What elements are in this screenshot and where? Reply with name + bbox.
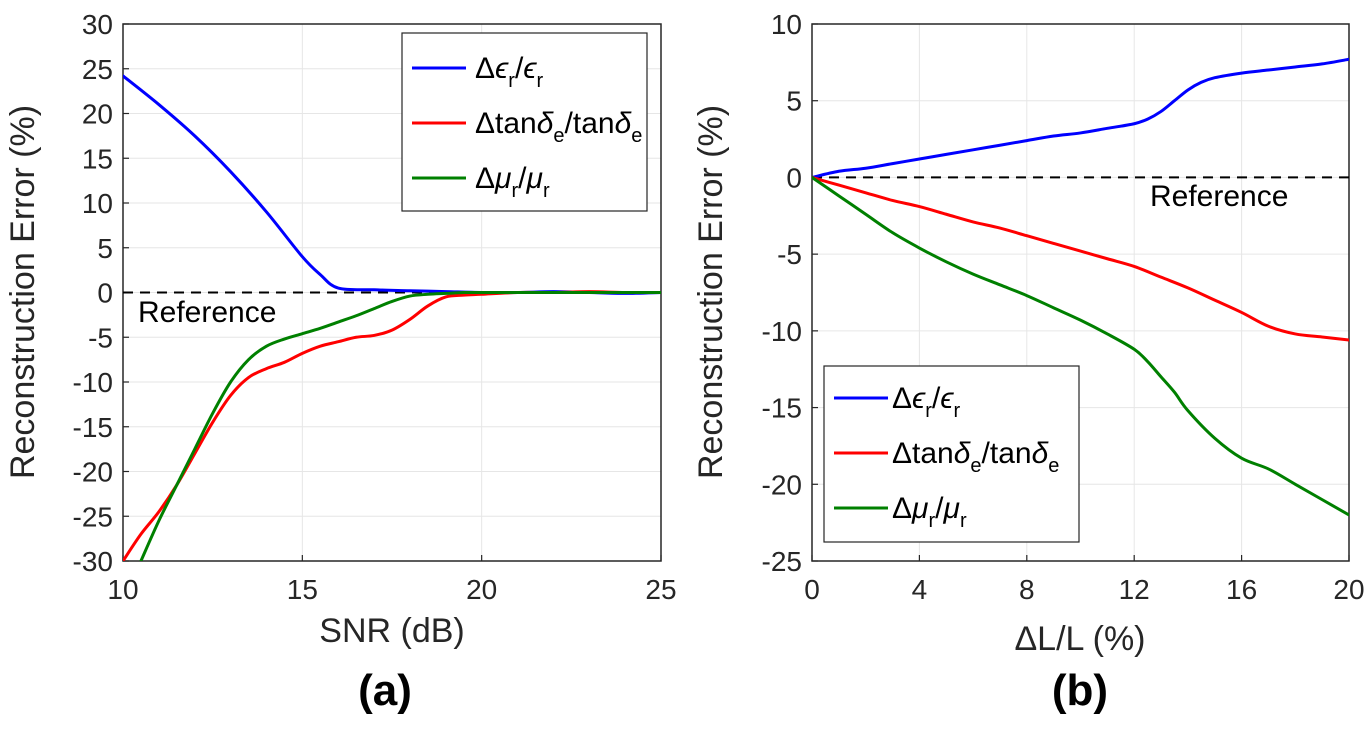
panel-b-legend: Δϵr/ϵr Δtanδe/tanδe Δμr/μr: [823, 365, 1080, 543]
panel-b-y-axis-label: Reconstruction Error (%): [692, 105, 730, 479]
panel-a: 10 15 20 25 30 25 20 15 10 5 0 -5 -10 -15 -20 -25 -30 R…: [4, 9, 677, 715]
panel-b-x-tick-label-1: 4: [912, 574, 928, 605]
panel-a-y-tick-label-7: -5: [88, 322, 113, 353]
panel-b-y-tick-label-4: -10: [762, 316, 802, 347]
panel-a-y-tick-label-0: 30: [82, 9, 113, 40]
panel-a-x-tick-label-3: 25: [645, 574, 676, 605]
panel-a-y-tick-label-2: 20: [82, 99, 113, 130]
panel-a-y-tick-label-3: 15: [82, 143, 113, 174]
panel-b-x-tick-label-5: 20: [1333, 574, 1364, 605]
panel-a-y-tick-label-8: -10: [73, 367, 113, 398]
panel-a-y-tick-label-5: 5: [97, 233, 113, 264]
panel-b-y-tick-label-2: 0: [786, 162, 802, 193]
panel-a-x-axis-label: SNR (dB): [319, 612, 464, 650]
panel-a-label: (a): [358, 666, 412, 715]
panel-b-axes-box: [811, 23, 1350, 562]
panel-a-x-tick-label-0: 10: [107, 574, 138, 605]
panel-b-y-tick-label-6: -20: [762, 469, 802, 500]
panel-b: 0 4 8 12 16 20 10 5 0 -5 -10 -15 -20 -25 Reference Δ…: [692, 9, 1365, 715]
panel-b-x-axis-label: ΔL/L (%): [1014, 620, 1145, 658]
panel-a-y-tick-label-4: 10: [82, 188, 113, 219]
panel-b-y-tick-label-3: -5: [777, 239, 802, 270]
panel-a-y-tick-label-1: 25: [82, 54, 113, 85]
panel-b-x-tick-label-3: 12: [1119, 574, 1150, 605]
panel-b-series-line-eps: [812, 57, 1349, 179]
panel-b-label: (b): [1052, 666, 1108, 715]
panel-a-y-tick-label-10: -20: [73, 457, 113, 488]
panel-b-x-tick-label-2: 8: [1019, 574, 1035, 605]
panel-a-y-axis-label: Reconstruction Error (%): [4, 105, 42, 479]
panel-a-y-tick-label-6: 0: [97, 278, 113, 309]
panel-a-series-line-mu: [139, 290, 661, 561]
panel-b-x-ticks: 0 4 8 12 16 20: [804, 555, 1365, 605]
panel-a-x-tick-label-1: 15: [287, 574, 318, 605]
panel-a-y-tick-label-9: -15: [73, 412, 113, 443]
panel-a-y-ticks: 30 25 20 15 10 5 0 -5 -10 -15 -20 -25 -30: [73, 9, 129, 577]
panel-b-series: [812, 57, 1349, 517]
panel-a-y-tick-label-12: -30: [73, 546, 113, 577]
panel-b-y-tick-label-0: 10: [771, 9, 802, 40]
panel-b-series-line-mu: [812, 175, 1349, 517]
panel-a-x-tick-label-2: 20: [466, 574, 497, 605]
panel-b-x-tick-label-4: 16: [1226, 574, 1257, 605]
panel-b-y-tick-label-1: 5: [786, 86, 802, 117]
panel-b-reference-label: Reference: [1150, 180, 1288, 213]
panel-b-x-tick-label-0: 0: [804, 574, 820, 605]
panel-b-y-ticks: 10 5 0 -5 -10 -15 -20 -25: [762, 9, 818, 577]
panel-a-legend: Δϵr/ϵr Δtanδe/tanδe Δμr/μr: [401, 32, 648, 212]
panel-a-series: [123, 74, 661, 561]
panel-a-x-ticks: 10 15 20 25: [107, 555, 677, 605]
panel-b-y-tick-label-5: -15: [762, 393, 802, 424]
panel-b-series-line-tan: [812, 175, 1349, 342]
panel-b-y-tick-label-7: -25: [762, 546, 802, 577]
panel-a-y-tick-label-11: -25: [73, 501, 113, 532]
panel-a-reference-label: Reference: [138, 296, 276, 329]
